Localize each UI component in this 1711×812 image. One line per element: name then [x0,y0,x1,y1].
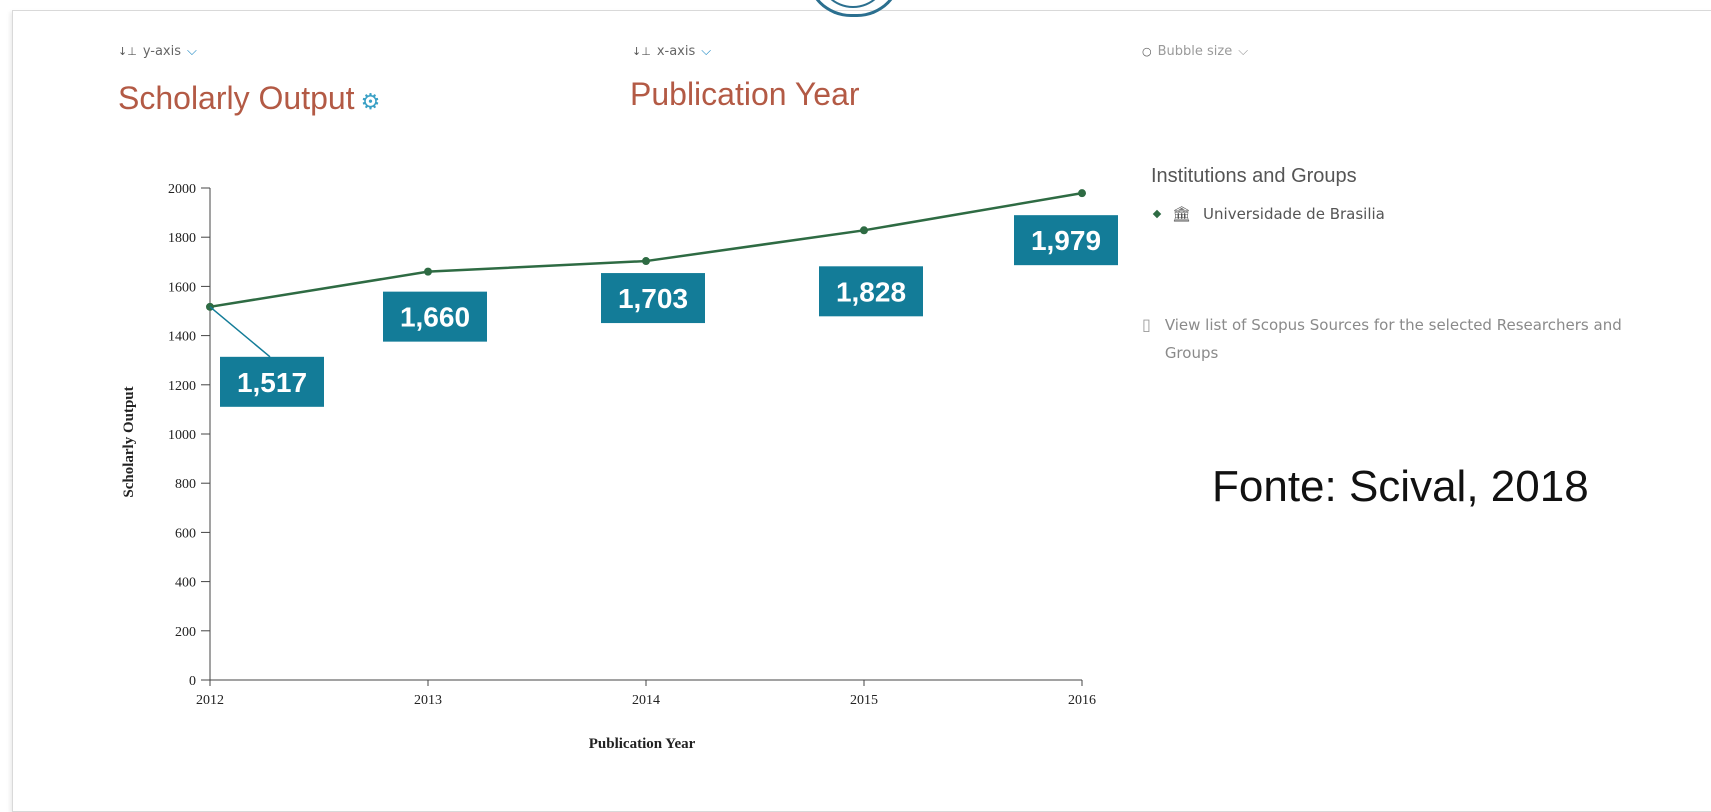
view-sources-link[interactable]: ▯ View list of Scopus Sources for the se… [1142,311,1662,367]
bubble-size-label: Bubble size [1157,44,1233,59]
data-label-box [819,266,923,317]
view-sources-label: View list of Scopus Sources for the sele… [1164,316,1622,362]
legend-item[interactable]: 🏛 Universidade de Brasilia [1152,205,1385,223]
bubble-icon: ○ [1142,45,1152,58]
x-tick-label: 2016 [1068,693,1096,708]
data-label: 1,703 [618,283,688,314]
x-axis-selector[interactable]: ↓⊥ x-axis ⌵ [632,44,711,59]
y-tick-label: 1400 [168,330,196,345]
x-axis-metric-title[interactable]: Publication Year [630,76,860,112]
chevron-down-icon: ⌵ [701,44,712,59]
data-label: 1,517 [237,367,307,398]
data-label-box [220,356,324,407]
data-label: 1,979 [1031,225,1101,256]
y-tick-label: 1000 [168,428,196,443]
data-point[interactable] [642,257,650,266]
label-leader-line [209,306,271,358]
y-tick-label: 800 [175,477,196,492]
y-tick-label: 0 [189,674,196,689]
y-tick-label: 1600 [168,280,196,295]
y-axis-metric-title[interactable]: Scholarly Output ⚙ [118,80,380,117]
institution-icon: 🏛 [1172,205,1192,223]
chevron-down-icon: ⌵ [187,44,197,59]
y-axis-metric-label: Scholarly Output [118,80,355,116]
y-tick-label: 2000 [168,182,196,197]
axis-sort-icon: ↓⊥ [118,45,137,58]
y-tick-label: 600 [175,526,196,541]
x-axis-title: Publication Year [589,736,696,752]
x-axis-selector-label: x-axis [656,44,696,59]
chart-frame [12,10,1711,812]
data-label: 1,828 [836,276,906,307]
y-tick-label: 400 [175,576,196,591]
y-axis-selector-label: y-axis [142,44,182,59]
x-tick-label: 2015 [850,693,878,708]
data-label: 1,660 [400,302,470,333]
y-axis-title: Scholarly Output [121,386,137,497]
gear-icon[interactable]: ⚙ [360,89,381,114]
bubble-size-selector[interactable]: ○ Bubble size ⌵ [1142,44,1248,59]
y-tick-label: 1800 [168,231,196,246]
legend-title: Institutions and Groups [1151,165,1357,187]
y-tick-label: 200 [175,625,196,640]
x-tick-label: 2014 [632,693,660,708]
data-point[interactable] [424,267,432,276]
data-label-box [383,291,487,342]
x-tick-label: 2013 [414,693,442,708]
axis-sort-icon: ↓⊥ [632,45,651,58]
data-point[interactable] [1078,189,1086,198]
y-axis-selector[interactable]: ↓⊥ y-axis ⌵ [118,44,197,59]
x-tick-label: 2012 [196,693,224,708]
legend-item-label: Universidade de Brasilia [1203,205,1385,223]
data-label-box [1014,215,1118,266]
y-tick-label: 1200 [168,379,196,394]
chevron-down-icon: ⌵ [1238,44,1249,59]
data-point[interactable] [860,226,868,235]
data-label-box [601,273,705,324]
document-icon: ▯ [1142,315,1151,334]
source-note: Fonte: Scival, 2018 [1212,462,1589,511]
